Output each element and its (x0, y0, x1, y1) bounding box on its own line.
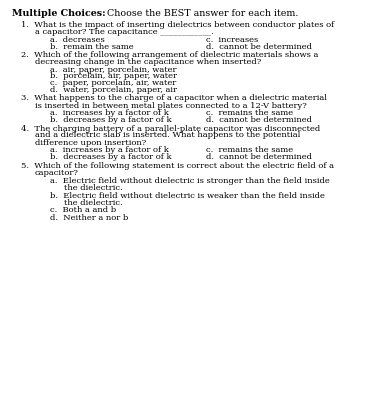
Text: b.  Electric field without dielectric is weaker than the field inside: b. Electric field without dielectric is … (50, 192, 325, 200)
Text: d.  cannot be determined: d. cannot be determined (206, 116, 312, 124)
Text: 4.  The charging battery of a parallel-plate capacitor was disconnected: 4. The charging battery of a parallel-pl… (21, 125, 320, 133)
Text: c.  remains the same: c. remains the same (206, 146, 293, 154)
Text: a.  increases by a factor of k: a. increases by a factor of k (50, 146, 169, 154)
Text: b.  remain the same: b. remain the same (50, 43, 134, 51)
Text: a capacitor? The capacitance ____________.: a capacitor? The capacitance ___________… (35, 28, 214, 37)
Text: c.  increases: c. increases (206, 36, 258, 44)
Text: capacitor?: capacitor? (35, 169, 79, 177)
Text: c.  paper, porcelain, air, water: c. paper, porcelain, air, water (50, 79, 177, 88)
Text: Multiple Choices:: Multiple Choices: (12, 9, 105, 18)
Text: b.  decreases by a factor of k: b. decreases by a factor of k (50, 116, 172, 124)
Text: b.  porcelain, air, paper, water: b. porcelain, air, paper, water (50, 72, 177, 81)
Text: b.  decreases by a factor of k: b. decreases by a factor of k (50, 153, 172, 161)
Text: 3.  What happens to the charge of a capacitor when a dielectric material: 3. What happens to the charge of a capac… (21, 94, 327, 103)
Text: is inserted in between metal plates connected to a 12-V battery?: is inserted in between metal plates conn… (35, 102, 307, 110)
Text: Choose the BEST answer for each item.: Choose the BEST answer for each item. (104, 9, 298, 18)
Text: d.  Neither a nor b: d. Neither a nor b (50, 214, 129, 222)
Text: the dielectric.: the dielectric. (64, 199, 123, 207)
Text: c.  Both a and b: c. Both a and b (50, 206, 116, 214)
Text: d.  cannot be determined: d. cannot be determined (206, 43, 312, 51)
Text: 2.  Which of the following arrangement of dielectric materials shows a: 2. Which of the following arrangement of… (21, 51, 319, 59)
Text: decreasing change in the capacitance when inserted?: decreasing change in the capacitance whe… (35, 58, 261, 66)
Text: a.  Electric field without dielectric is stronger than the field inside: a. Electric field without dielectric is … (50, 177, 330, 185)
Text: c.  remains the same: c. remains the same (206, 109, 293, 117)
Text: and a dielectric slab is inserted. What happens to the potential: and a dielectric slab is inserted. What … (35, 131, 300, 140)
Text: a.  decreases: a. decreases (50, 36, 105, 44)
Text: the dielectric.: the dielectric. (64, 184, 123, 192)
Text: 1.  What is the impact of inserting dielectrics between conductor plates of: 1. What is the impact of inserting diele… (21, 21, 334, 29)
Text: difference upon insertion?: difference upon insertion? (35, 139, 146, 147)
Text: a.  increases by a factor of k: a. increases by a factor of k (50, 109, 169, 117)
Text: d.  water, porcelain, paper, air: d. water, porcelain, paper, air (50, 86, 177, 94)
Text: d.  cannot be determined: d. cannot be determined (206, 153, 312, 161)
Text: 5.  Which of the following statement is correct about the electric field of a: 5. Which of the following statement is c… (21, 162, 334, 170)
Text: a.  air, paper, porcelain, water: a. air, paper, porcelain, water (50, 66, 177, 74)
